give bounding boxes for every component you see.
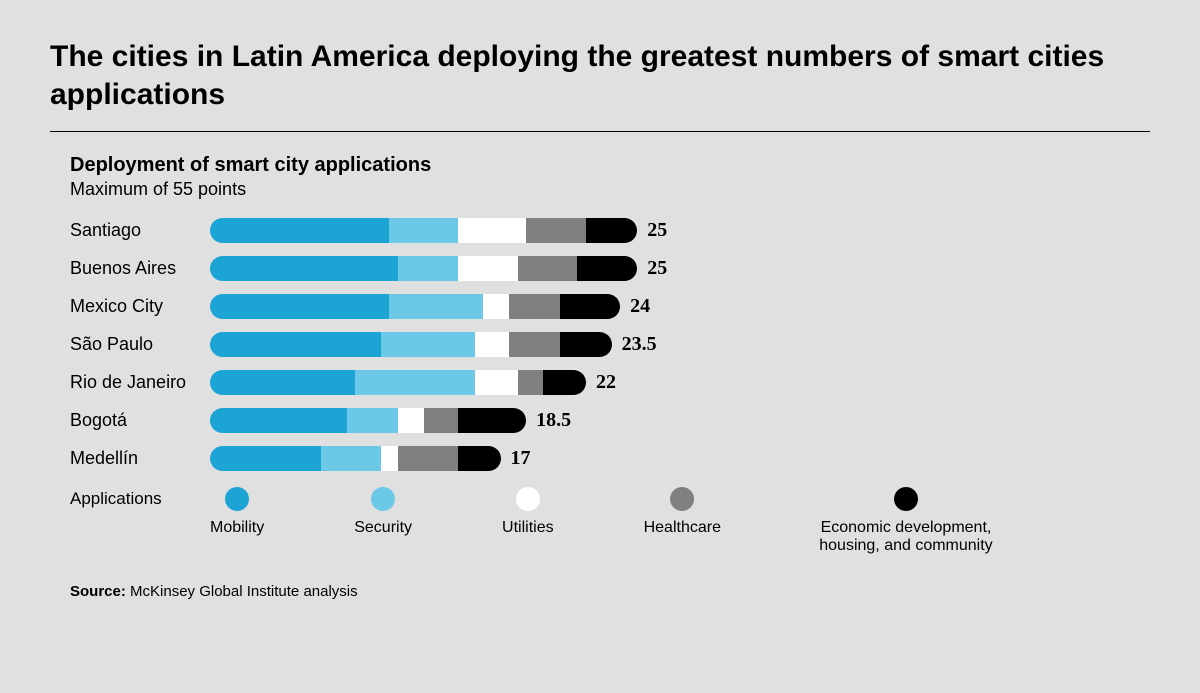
row-label: São Paulo <box>70 334 210 355</box>
bar-segment-economic <box>586 218 637 243</box>
bar-segment-mobility <box>210 446 321 471</box>
row-value: 22 <box>596 371 616 394</box>
row-label: Medellín <box>70 448 210 469</box>
row-label: Buenos Aires <box>70 258 210 279</box>
bar-segment-healthcare <box>509 294 560 319</box>
divider <box>50 131 1150 132</box>
bar-rows: Santiago 25 Buenos Aires 25 Mexico City 24 São… <box>70 218 1150 471</box>
bar <box>210 256 637 281</box>
bar-segment-healthcare <box>526 218 586 243</box>
legend-title: Applications <box>70 487 210 509</box>
bar-segment-economic <box>458 446 501 471</box>
legend-item-utilities: Utilities <box>502 487 554 555</box>
legend-label: Security <box>354 519 412 537</box>
bar <box>210 218 637 243</box>
bar-track: 22 <box>210 370 1150 395</box>
bar-segment-utilities <box>458 256 518 281</box>
bar-segment-utilities <box>458 218 526 243</box>
row-value: 25 <box>647 219 667 242</box>
source: Source: McKinsey Global Institute analys… <box>70 583 1150 600</box>
row-label: Bogotá <box>70 410 210 431</box>
bar-segment-mobility <box>210 332 381 357</box>
bar-segment-mobility <box>210 256 398 281</box>
legend-swatch <box>894 487 918 511</box>
row-value: 24 <box>630 295 650 318</box>
bar-segment-utilities <box>398 408 424 433</box>
bar-track: 24 <box>210 294 1150 319</box>
bar-row: Bogotá 18.5 <box>70 408 1150 433</box>
bar-track: 18.5 <box>210 408 1150 433</box>
row-label: Mexico City <box>70 296 210 317</box>
chart-subtitle-note: Maximum of 55 points <box>70 179 1150 200</box>
bar-segment-security <box>321 446 381 471</box>
row-value: 23.5 <box>622 333 657 356</box>
bar-segment-healthcare <box>518 370 544 395</box>
bar-segment-economic <box>458 408 526 433</box>
bar-row: Mexico City 24 <box>70 294 1150 319</box>
legend-item-economic: Economic development, housing, and commu… <box>811 487 1001 555</box>
bar-segment-security <box>389 294 483 319</box>
bar <box>210 446 501 471</box>
bar-track: 17 <box>210 446 1150 471</box>
bar-segment-security <box>381 332 475 357</box>
legend-swatch <box>371 487 395 511</box>
bar-segment-healthcare <box>398 446 458 471</box>
bar-row: Buenos Aires 25 <box>70 256 1150 281</box>
bar-row: Rio de Janeiro 22 <box>70 370 1150 395</box>
bar-segment-healthcare <box>518 256 578 281</box>
bar <box>210 408 526 433</box>
bar-segment-mobility <box>210 294 389 319</box>
bar <box>210 370 586 395</box>
bar-track: 25 <box>210 218 1150 243</box>
bar-segment-economic <box>543 370 586 395</box>
bar-row: Santiago 25 <box>70 218 1150 243</box>
legend-label: Economic development, housing, and commu… <box>811 519 1001 555</box>
bar-segment-economic <box>560 332 611 357</box>
chart-area: Deployment of smart city applications Ma… <box>50 154 1150 600</box>
row-label: Santiago <box>70 220 210 241</box>
bar-segment-utilities <box>475 332 509 357</box>
chart-title: The cities in Latin America deploying th… <box>50 38 1150 113</box>
bar <box>210 294 620 319</box>
bar-segment-security <box>347 408 398 433</box>
legend-label: Healthcare <box>644 519 721 537</box>
row-value: 25 <box>647 257 667 280</box>
legend-items: Mobility Security Utilities Healthcare Econo… <box>210 487 1001 555</box>
bar-segment-utilities <box>381 446 398 471</box>
bar-segment-utilities <box>475 370 518 395</box>
source-text: McKinsey Global Institute analysis <box>130 583 358 600</box>
bar-segment-security <box>389 218 457 243</box>
bar-segment-utilities <box>483 294 509 319</box>
legend-swatch <box>670 487 694 511</box>
bar-track: 25 <box>210 256 1150 281</box>
legend-label: Utilities <box>502 519 554 537</box>
chart-subtitle: Deployment of smart city applications <box>70 154 1150 177</box>
bar-segment-economic <box>577 256 637 281</box>
legend: Applications Mobility Security Utilities He… <box>70 487 1150 555</box>
legend-label: Mobility <box>210 519 264 537</box>
bar-segment-healthcare <box>509 332 560 357</box>
legend-item-healthcare: Healthcare <box>644 487 721 555</box>
bar-segment-mobility <box>210 408 347 433</box>
bar <box>210 332 612 357</box>
bar-track: 23.5 <box>210 332 1150 357</box>
source-label: Source: <box>70 583 126 600</box>
bar-segment-security <box>398 256 458 281</box>
bar-segment-healthcare <box>424 408 458 433</box>
bar-segment-economic <box>560 294 620 319</box>
bar-row: São Paulo 23.5 <box>70 332 1150 357</box>
legend-swatch <box>516 487 540 511</box>
bar-segment-mobility <box>210 370 355 395</box>
bar-segment-mobility <box>210 218 389 243</box>
legend-swatch <box>225 487 249 511</box>
bar-row: Medellín 17 <box>70 446 1150 471</box>
legend-item-security: Security <box>354 487 412 555</box>
row-value: 17 <box>511 447 531 470</box>
bar-segment-security <box>355 370 475 395</box>
row-value: 18.5 <box>536 409 571 432</box>
row-label: Rio de Janeiro <box>70 372 210 393</box>
legend-item-mobility: Mobility <box>210 487 264 555</box>
